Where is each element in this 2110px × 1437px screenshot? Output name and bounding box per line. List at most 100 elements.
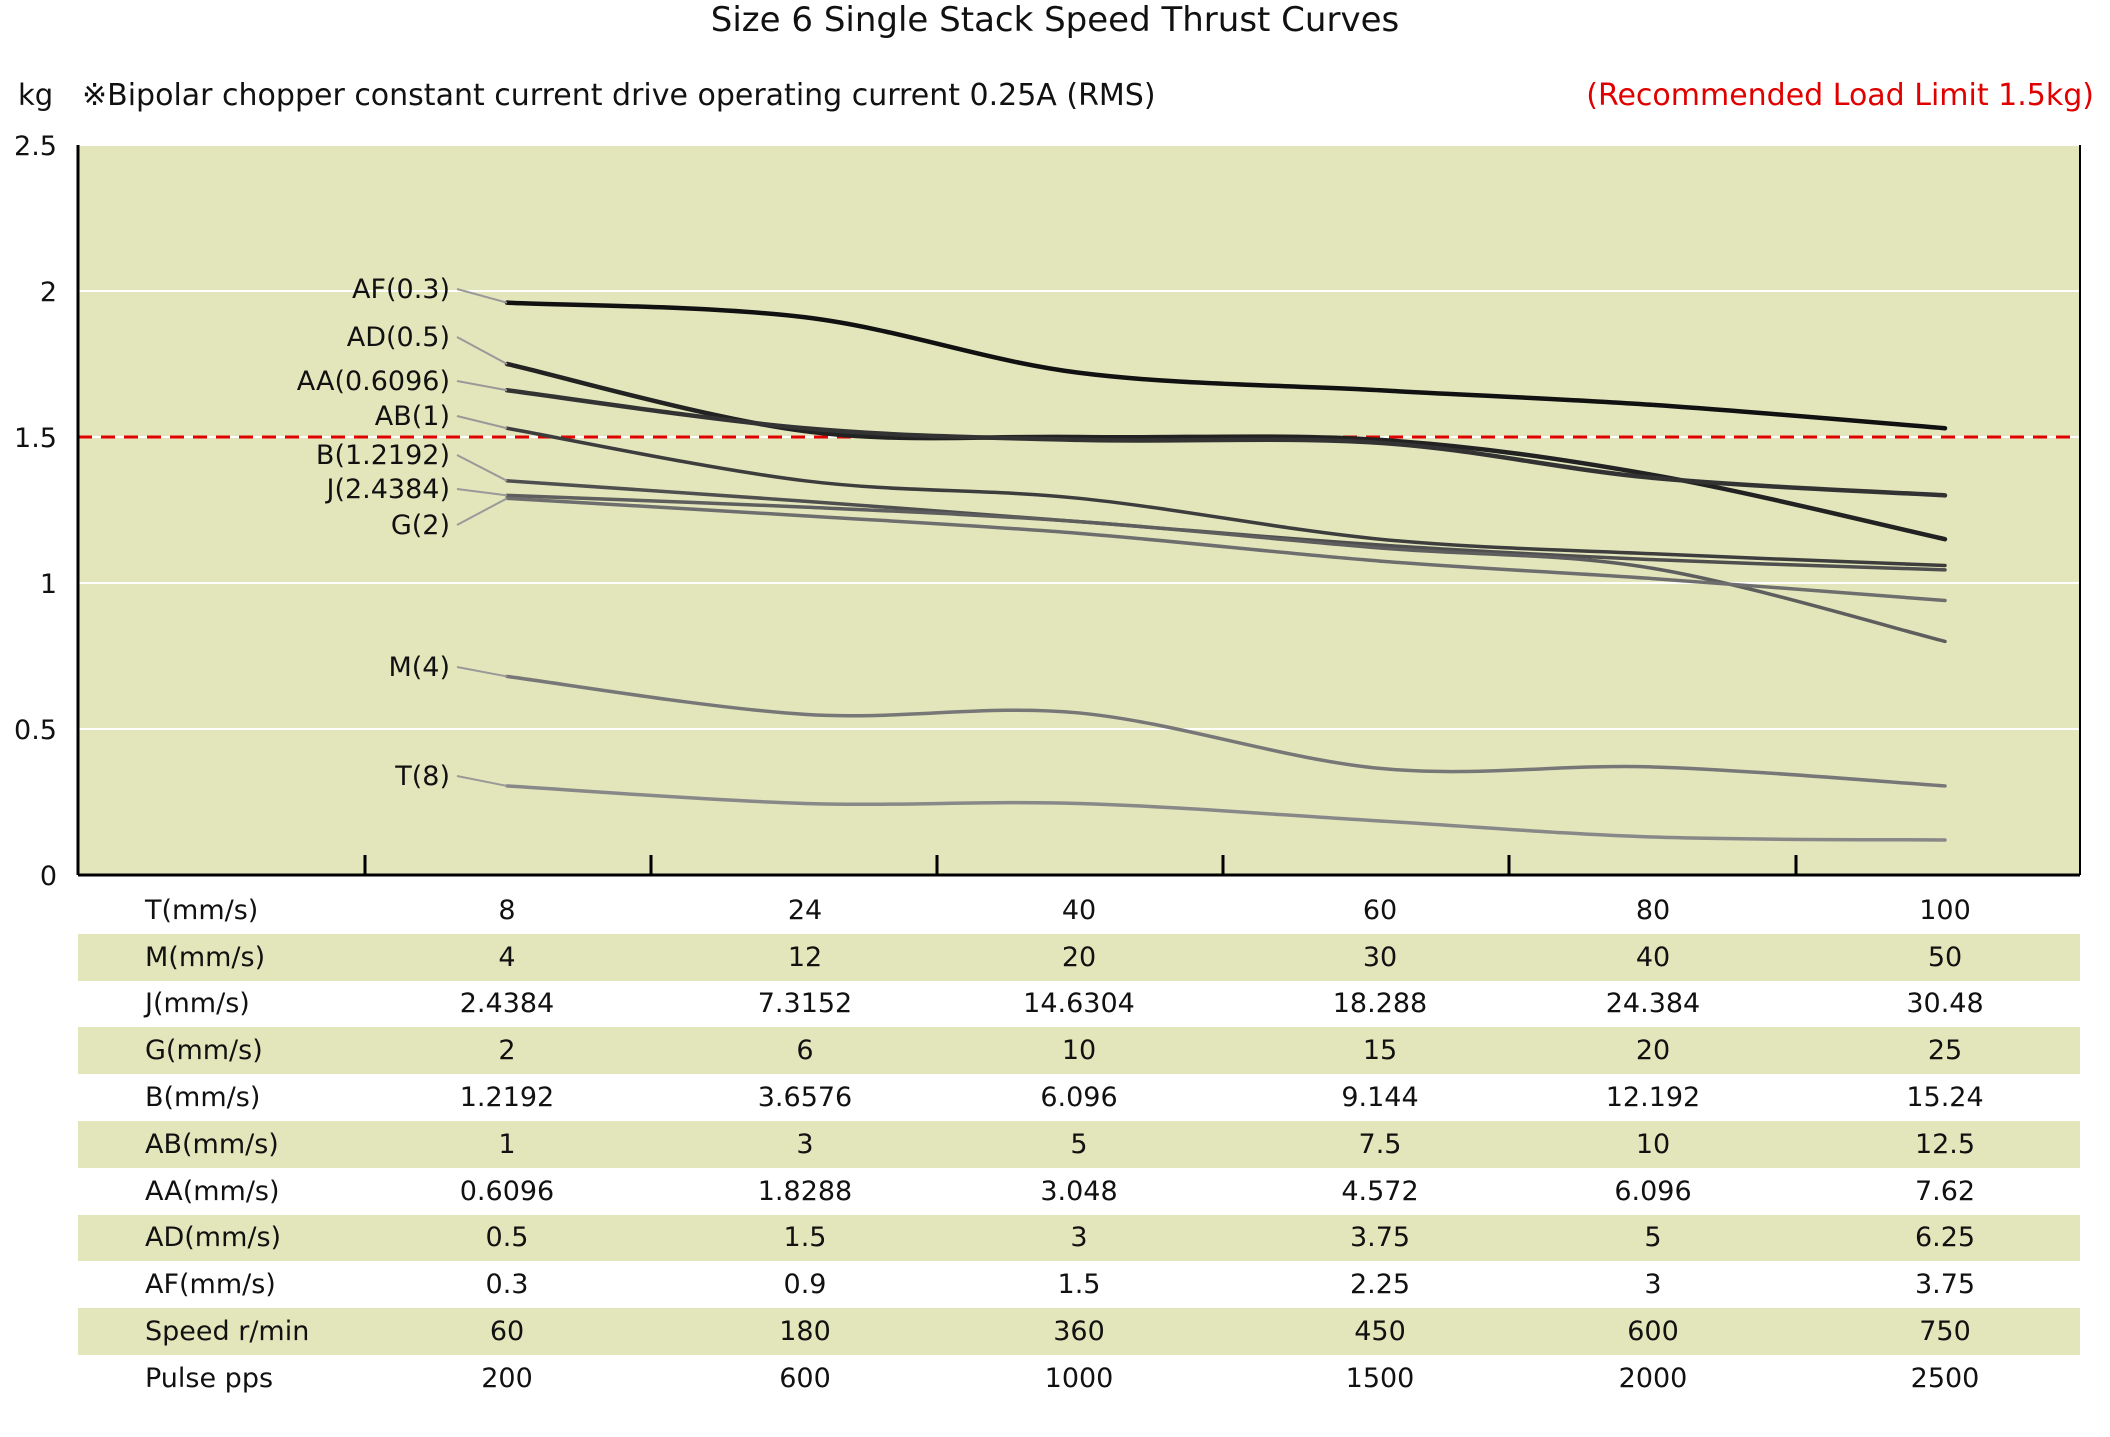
- table-row: J(mm/s) 2.4384 7.3152 14.6304 18.288 24.384 30…: [78, 981, 2080, 1028]
- table-cell: 24: [787, 894, 823, 926]
- table-row: Speed r/min 60 180 360 450 600 750: [78, 1308, 2080, 1355]
- table-cell: 80: [1635, 894, 1671, 926]
- table-row: T(mm/s) 8 24 40 60 80 100: [78, 887, 2080, 934]
- table-cell: 6.25: [1914, 1222, 1976, 1254]
- table-cell: 200: [481, 1362, 533, 1394]
- row-label: B(mm/s): [145, 1082, 261, 1114]
- series-leader-line: [456, 380, 508, 392]
- table-cell: 12.5: [1914, 1128, 1976, 1160]
- table-cell: 3.048: [1040, 1175, 1118, 1207]
- series-leader-line: [456, 775, 508, 787]
- table-row: AF(mm/s) 0.3 0.9 1.5 2.25 3 3.75: [78, 1261, 2080, 1308]
- table-cell: 2.25: [1349, 1269, 1411, 1301]
- series-line: [504, 300, 1948, 431]
- table-cell: 12: [787, 941, 823, 973]
- table-cell: 20: [1061, 941, 1097, 973]
- y-tick-label: 2: [40, 277, 57, 308]
- table-cell: 600: [1627, 1316, 1679, 1348]
- row-label: T(mm/s): [145, 894, 259, 926]
- table-cell: 0.6096: [459, 1175, 555, 1207]
- series-label: B(1.2192): [316, 440, 450, 471]
- table-cell: 2.4384: [459, 988, 555, 1020]
- y-tick-label: 0: [40, 861, 57, 890]
- table-cell: 4.572: [1341, 1175, 1419, 1207]
- row-label: Speed r/min: [145, 1316, 310, 1348]
- table-cell: 450: [1354, 1316, 1406, 1348]
- table-cell: 9.144: [1341, 1082, 1419, 1114]
- table-cell: 10: [1061, 1035, 1097, 1067]
- table-cell: 750: [1919, 1316, 1971, 1348]
- table-cell: 1.5: [1057, 1269, 1101, 1301]
- table-row: AA(mm/s) 0.6096 1.8288 3.048 4.572 6.096 7.62: [78, 1168, 2080, 1215]
- table-cell: 1.8288: [757, 1175, 853, 1207]
- series-leader-line: [456, 497, 508, 526]
- table-cell: 5: [1644, 1222, 1662, 1254]
- table-cell: 3.75: [1349, 1222, 1411, 1254]
- series-line: [505, 496, 1947, 603]
- series-line: [505, 674, 1947, 788]
- series-leader-line: [456, 415, 508, 430]
- table-cell: 2000: [1618, 1362, 1688, 1394]
- y-axis-label: kg: [18, 78, 54, 112]
- series-leader-line: [456, 454, 508, 482]
- table-cell: 4: [498, 941, 516, 973]
- load-limit-annotation: (Recommended Load Limit 1.5kg): [1586, 78, 2094, 113]
- table-cell: 600: [779, 1362, 831, 1394]
- table-cell: 15: [1362, 1035, 1398, 1067]
- table-row: G(mm/s) 2 6 10 15 20 25: [78, 1027, 2080, 1075]
- y-tick-label: 0.5: [14, 715, 57, 746]
- series-label: J(2.4384): [324, 474, 450, 505]
- row-label: AA(mm/s): [145, 1175, 280, 1207]
- table-cell: 1000: [1044, 1362, 1114, 1394]
- table-cell: 3.6576: [757, 1082, 853, 1114]
- table-row: Pulse pps 200 600 1000 1500 2000 2500: [78, 1355, 2080, 1402]
- series-leader-line: [456, 488, 508, 497]
- y-tick-label: 2.5: [14, 131, 57, 162]
- chart-title: Size 6 Single Stack Speed Thrust Curves: [710, 0, 1400, 40]
- table-cell: 360: [1053, 1316, 1105, 1348]
- series-label: G(2): [391, 510, 450, 541]
- table-cell: 24.384: [1605, 988, 1701, 1020]
- table-cell: 1.5: [783, 1222, 827, 1254]
- table-row: AB(mm/s) 1 3 5 7.5 10 12.5: [78, 1120, 2080, 1168]
- table-cell: 2: [498, 1035, 516, 1067]
- table-cell: 25: [1927, 1035, 1963, 1067]
- table-cell: 7.62: [1914, 1175, 1976, 1207]
- table-cell: 10: [1635, 1128, 1671, 1160]
- thrust-chart: 0 0.5 1 1.5 2 2.5 AF(0.3) AD(0.5) AA(0.6096) AB(1…: [14, 131, 2081, 890]
- series-label: M(4): [388, 652, 450, 683]
- series-line: [505, 493, 1947, 644]
- table-row: M(mm/s) 4 12 20 30 40 50: [78, 933, 2080, 981]
- y-tick-label: 1.5: [14, 423, 57, 454]
- row-label: J(mm/s): [145, 988, 250, 1020]
- table-cell: 6.096: [1040, 1082, 1118, 1114]
- table-cell: 30.48: [1906, 988, 1984, 1020]
- table-cell: 18.288: [1332, 988, 1428, 1020]
- table-cell: 3: [796, 1128, 814, 1160]
- series-label: AF(0.3): [352, 274, 450, 305]
- table-cell: 0.5: [485, 1222, 529, 1254]
- table-cell: 7.3152: [757, 988, 853, 1020]
- table-cell: 14.6304: [1023, 988, 1135, 1020]
- table-cell: 0.9: [783, 1269, 827, 1301]
- series-line: [504, 388, 1948, 498]
- table-cell: 1.2192: [459, 1082, 555, 1114]
- row-label: M(mm/s): [145, 941, 266, 973]
- table-cell: 50: [1927, 941, 1963, 973]
- row-label: AF(mm/s): [145, 1269, 276, 1301]
- series-label: AD(0.5): [347, 322, 450, 353]
- table-cell: 8: [498, 894, 516, 926]
- table-cell: 0.3: [485, 1269, 529, 1301]
- table-cell: 20: [1635, 1035, 1671, 1067]
- row-label: AB(mm/s): [145, 1128, 279, 1160]
- table-cell: 6.096: [1614, 1175, 1692, 1207]
- row-label: Pulse pps: [145, 1362, 274, 1394]
- table-cell: 60: [489, 1316, 525, 1348]
- speed-table: T(mm/s) 8 24 40 60 80 100 M(mm/s) 4 12 20 30 40 50 J(m…: [78, 887, 2080, 1402]
- table-cell: 30: [1362, 941, 1398, 973]
- series-line: [505, 426, 1947, 568]
- table-cell: 100: [1919, 894, 1971, 926]
- series-leader-line: [456, 336, 508, 365]
- table-cell: 1500: [1345, 1362, 1415, 1394]
- table-cell: 40: [1635, 941, 1671, 973]
